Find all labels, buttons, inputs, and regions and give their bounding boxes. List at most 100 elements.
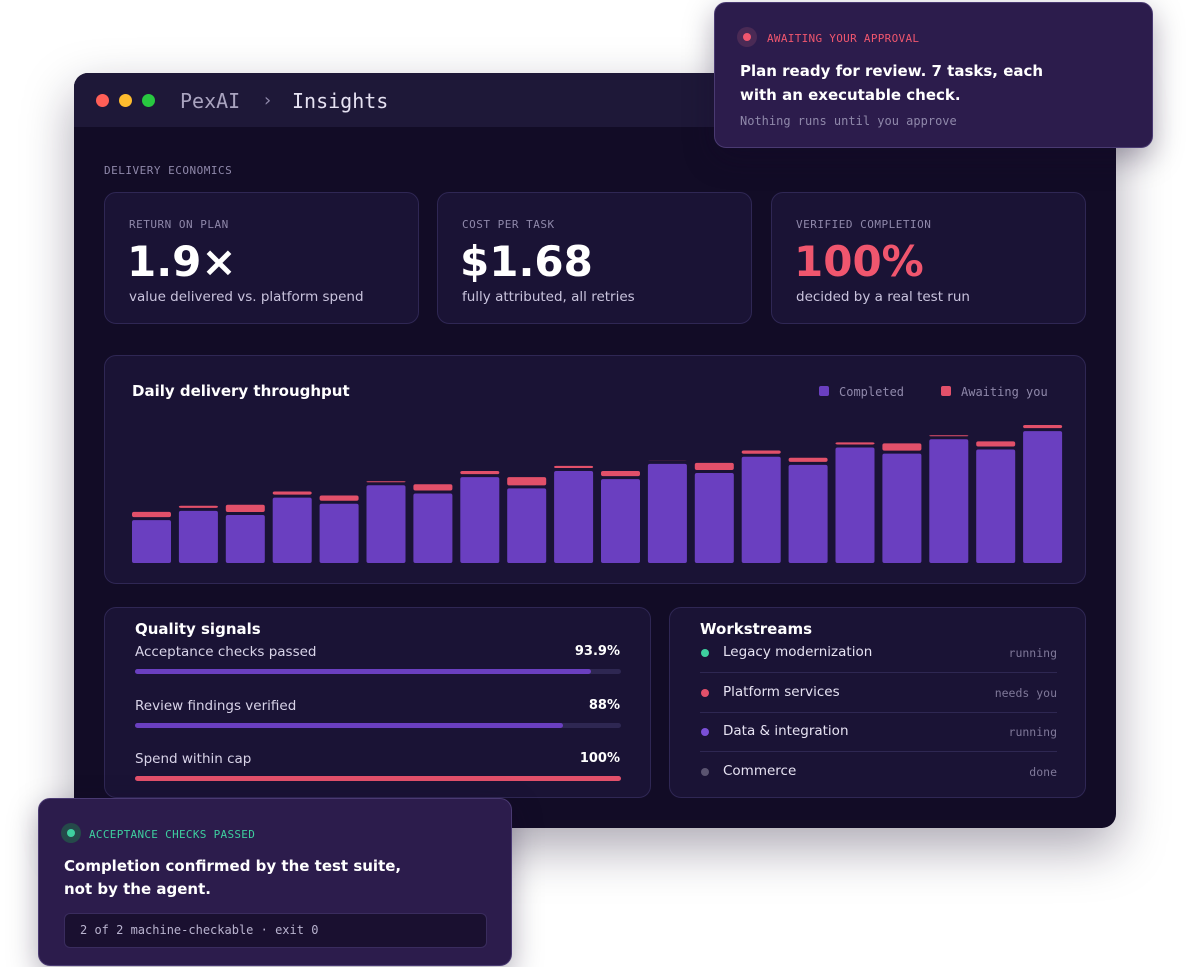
kpi-card: VERIFIED COMPLETION 100% decided by a real…	[771, 192, 1086, 324]
maximize-dot[interactable]	[142, 94, 155, 107]
quality-label: Review findings verified	[135, 697, 297, 714]
toast-message: with an executable check.	[740, 86, 961, 104]
bar-awaiting	[178, 505, 218, 508]
row-divider	[700, 672, 1057, 673]
kpi-card: COST PER TASK $1.68 fully attributed, all …	[437, 192, 752, 324]
section-label: DELIVERY ECONOMICS	[104, 164, 233, 177]
breadcrumb-separator: ›	[262, 90, 273, 111]
bar-completed	[225, 514, 265, 563]
workstream-name: Platform services	[723, 683, 840, 700]
status-dot	[701, 728, 709, 736]
bar-awaiting	[413, 484, 453, 491]
bar-completed	[929, 439, 969, 563]
kpi-value: 1.9×	[127, 237, 237, 286]
bar-awaiting	[225, 504, 265, 512]
bar-awaiting	[272, 491, 312, 495]
chart-title: Daily delivery throughput	[132, 382, 350, 400]
code-text: 2 of 2 machine-checkable · exit 0	[80, 923, 319, 937]
quality-label: Spend within cap	[135, 751, 252, 767]
bar-awaiting	[554, 465, 594, 468]
workstream-status: running	[1008, 646, 1057, 660]
quality-label: Acceptance checks passed	[135, 644, 317, 660]
progress-track	[135, 776, 621, 781]
bar-completed	[178, 510, 218, 563]
progress-bar	[135, 776, 621, 781]
bar-completed	[132, 520, 171, 563]
progress-track	[135, 669, 621, 674]
quality-card: Quality signals Acceptance checks passed 9…	[104, 607, 651, 798]
bar-awaiting	[460, 471, 500, 475]
workstream-status: needs you	[994, 685, 1057, 700]
toast-message: not by the agent.	[64, 880, 211, 898]
workstream-name: Legacy modernization	[723, 644, 873, 660]
progress-bar	[135, 669, 592, 674]
close-dot[interactable]	[96, 94, 109, 107]
bar-completed	[1023, 431, 1063, 563]
bar-awaiting	[788, 457, 828, 462]
toast-status: AWAITING YOUR APPROVAL	[767, 32, 920, 45]
legend-label: Awaiting you	[961, 385, 1048, 399]
chart: Daily delivery throughput Completed Awaiti…	[132, 382, 1063, 563]
bar-awaiting	[132, 511, 171, 518]
row-divider	[700, 711, 1057, 713]
approval-toast: AWAITING YOUR APPROVAL Plan ready for rev…	[714, 2, 1153, 148]
bar-completed	[460, 477, 500, 563]
toast-message: Plan ready for review. 7 tasks, each	[740, 62, 1044, 80]
bar-awaiting	[741, 450, 781, 454]
progress-track	[135, 722, 621, 728]
bar-completed	[507, 488, 547, 563]
status-icon-dot	[67, 829, 75, 837]
bar-awaiting	[929, 435, 969, 437]
bar-awaiting	[319, 495, 359, 501]
kpi-label: RETURN ON PLAN	[129, 218, 229, 231]
kpi-value: 100%	[794, 237, 924, 286]
bar-completed	[694, 473, 734, 563]
workstreams-title: Workstreams	[700, 620, 813, 638]
legend-label: Completed	[839, 385, 904, 399]
workstreams-card: Workstreams Legacy modernization running Pl…	[669, 607, 1086, 798]
legend-swatch	[819, 386, 829, 396]
bar-completed	[413, 493, 453, 563]
bar-completed	[554, 471, 594, 563]
toast-message: Completion confirmed by the test suite,	[64, 857, 402, 875]
workstream-name: Data & integration	[723, 723, 849, 739]
bar-completed	[835, 447, 875, 563]
bar-awaiting	[835, 442, 875, 445]
bar-completed	[741, 456, 781, 563]
kpi-caption: decided by a real test run	[796, 289, 970, 305]
bar-completed	[976, 449, 1016, 563]
row-divider	[700, 751, 1057, 752]
legend-swatch	[941, 386, 951, 396]
kpi-caption: value delivered vs. platform spend	[129, 289, 364, 305]
kpi-value: $1.68	[460, 237, 593, 286]
bar-completed	[366, 485, 406, 563]
app-name: PexAI	[180, 89, 241, 113]
status-dot	[701, 688, 709, 697]
bar-awaiting	[601, 471, 640, 477]
status-dot	[701, 649, 709, 657]
kpi-label: VERIFIED COMPLETION	[796, 218, 932, 231]
bar-completed	[788, 464, 828, 563]
bar-completed	[601, 479, 640, 563]
status-icon-dot	[743, 33, 751, 41]
kpi-caption: fully attributed, all retries	[462, 289, 635, 305]
workstream-status: done	[1029, 764, 1057, 779]
workstream-status: running	[1008, 725, 1057, 739]
toast-status: ACCEPTANCE CHECKS PASSED	[89, 828, 256, 841]
bar-awaiting	[1023, 425, 1063, 429]
code-box: 2 of 2 machine-checkable · exit 0	[64, 913, 487, 948]
bar-awaiting	[976, 441, 1016, 447]
kpi-label: COST PER TASK	[462, 218, 555, 231]
page-name: Insights	[292, 89, 389, 113]
bar-completed	[272, 497, 312, 563]
bar-completed	[882, 453, 922, 563]
bar-completed	[319, 503, 359, 563]
bar-awaiting	[366, 481, 406, 483]
chart-card: Daily delivery throughput Completed Awaiti…	[104, 355, 1086, 584]
status-dot	[701, 767, 709, 776]
minimize-dot[interactable]	[119, 94, 132, 107]
bar-awaiting	[882, 443, 922, 451]
kpi-card: RETURN ON PLAN 1.9× value delivered vs. pl…	[104, 192, 419, 324]
